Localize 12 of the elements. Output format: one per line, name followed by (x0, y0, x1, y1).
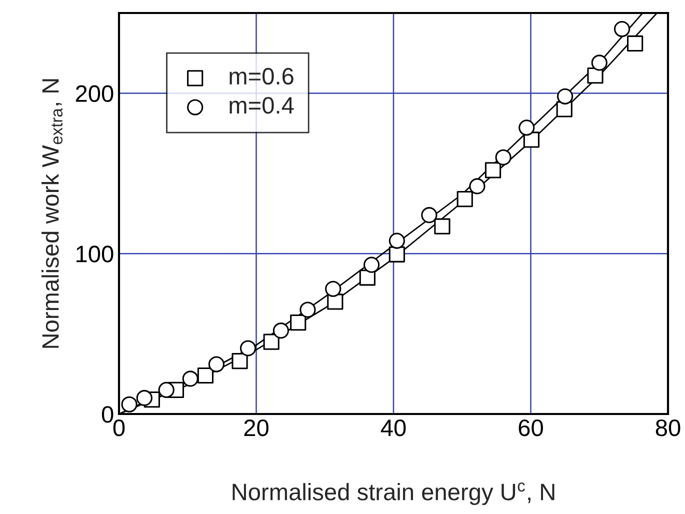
x-tick-label: 80 (656, 419, 680, 436)
y-axis-title: Normalised work W$_{extra}$, N (42, 79, 63, 348)
y-tick-label: 0 (102, 406, 114, 423)
x-tick-label: 20 (244, 419, 268, 436)
x-tick-label: 40 (380, 419, 406, 436)
x-axis-title: Normalised strain energy U$^{c}$, N (232, 482, 554, 506)
legend-label: m=0.6 (230, 68, 294, 85)
y-tick-label: 200 (76, 85, 114, 102)
legend-label: m=0.4 (230, 96, 294, 114)
x-tick-label: 60 (518, 419, 543, 436)
y-tick-label: 100 (76, 246, 114, 262)
x-tick-label: 0 (113, 419, 125, 436)
